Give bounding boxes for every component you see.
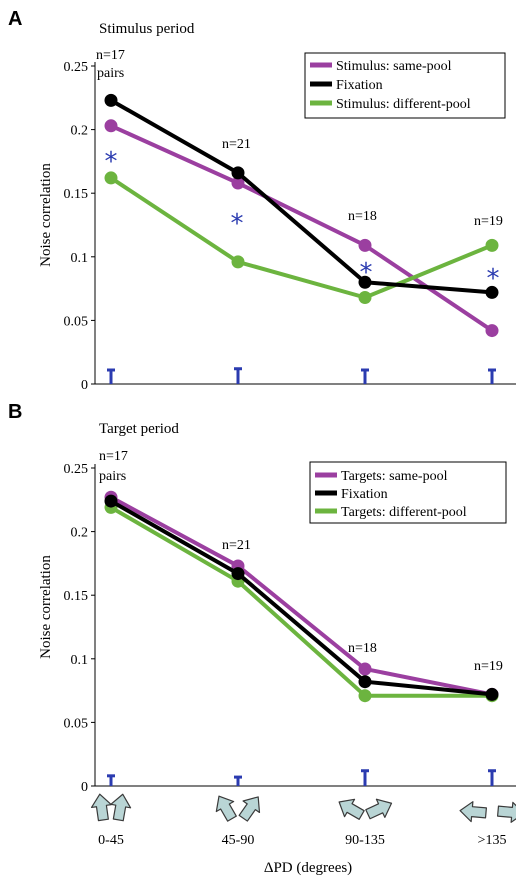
category-icons bbox=[90, 793, 516, 823]
data-point bbox=[358, 291, 372, 305]
category-icon-pair bbox=[90, 793, 132, 822]
y-tick-label: 0 bbox=[81, 378, 88, 393]
legend-box bbox=[309, 461, 507, 524]
y-axis-label: Noise correlation bbox=[38, 555, 54, 659]
series-line-fixation bbox=[110, 98, 493, 295]
significance-star: * bbox=[487, 264, 500, 294]
y-tick-label: 0 bbox=[81, 780, 88, 795]
n-label: n=18 bbox=[348, 209, 377, 224]
y-tick-label: 0.25 bbox=[64, 60, 89, 75]
data-point bbox=[231, 567, 245, 581]
direction-arrow-icon bbox=[365, 798, 393, 820]
data-point bbox=[485, 285, 499, 299]
category-label: 90-135 bbox=[345, 833, 385, 848]
data-point bbox=[231, 166, 245, 180]
direction-arrow-icon bbox=[497, 801, 516, 823]
legend-entry: Stimulus: different-pool bbox=[336, 97, 471, 112]
panel-b: B Target period Noise correlation 0 0.05… bbox=[8, 401, 516, 795]
significance-star: * bbox=[360, 258, 373, 288]
direction-arrow-icon bbox=[215, 795, 237, 822]
series-line-different-pool bbox=[109, 505, 492, 698]
n-label: n=17 bbox=[99, 449, 128, 464]
category-icon-pair bbox=[459, 801, 516, 823]
y-tick-label: 0.2 bbox=[71, 124, 89, 139]
data-point bbox=[104, 93, 118, 107]
x-axis-label: ΔPD (degrees) bbox=[264, 860, 352, 876]
n-label: n=21 bbox=[222, 538, 251, 553]
legend-entry: Fixation bbox=[341, 487, 388, 502]
y-tick-label: 0.15 bbox=[64, 589, 89, 604]
n-label: pairs bbox=[99, 469, 126, 484]
n-label: n=17 bbox=[96, 48, 125, 63]
panel-title: Stimulus period bbox=[99, 21, 195, 37]
panel-a: A Stimulus period Noise correlation 0 0.… bbox=[8, 8, 516, 393]
significance-star: * bbox=[231, 209, 244, 239]
panel-letter: A bbox=[8, 8, 22, 30]
significance-star: * bbox=[105, 147, 118, 177]
legend-box bbox=[304, 52, 506, 119]
series-line-fixation bbox=[110, 499, 493, 697]
n-label: n=19 bbox=[474, 659, 503, 674]
y-tick-label: 0.05 bbox=[64, 716, 89, 731]
y-tick-label: 0.25 bbox=[64, 462, 89, 477]
y-tick-label: 0.1 bbox=[71, 653, 89, 668]
category-icon-pair bbox=[215, 795, 261, 822]
series-line-same-pool bbox=[110, 495, 493, 697]
legend-entry: Targets: different-pool bbox=[341, 505, 467, 520]
y-tick-label: 0.05 bbox=[64, 314, 89, 329]
panel-title: Target period bbox=[99, 421, 179, 437]
data-point bbox=[485, 687, 499, 701]
data-point bbox=[231, 176, 245, 190]
legend-entry: Fixation bbox=[336, 78, 383, 93]
category-label: >135 bbox=[478, 833, 507, 848]
y-tick-labels: 0 0.05 0.1 0.15 0.2 0.25 bbox=[64, 462, 89, 795]
y-tick-label: 0.1 bbox=[71, 251, 89, 266]
category-icon-pair bbox=[338, 798, 393, 820]
data-point bbox=[485, 324, 499, 338]
legend: Targets: same-pool Fixation Targets: dif… bbox=[309, 461, 507, 524]
n-labels: n=17 pairs n=21 n=18 n=19 bbox=[99, 449, 503, 674]
panel-letter: B bbox=[8, 401, 22, 423]
y-tick-labels: 0 0.05 0.1 0.15 0.2 0.25 bbox=[64, 60, 89, 393]
legend-entry: Stimulus: same-pool bbox=[336, 59, 452, 74]
direction-arrow-icon bbox=[459, 801, 487, 823]
data-point bbox=[485, 238, 499, 252]
data-point bbox=[104, 494, 118, 508]
n-label: n=18 bbox=[348, 641, 377, 656]
category-label: 0-45 bbox=[98, 833, 124, 848]
n-label: n=21 bbox=[222, 137, 251, 152]
n-label: pairs bbox=[97, 66, 124, 81]
n-label: n=19 bbox=[474, 214, 503, 229]
legend-entry: Targets: same-pool bbox=[341, 469, 448, 484]
direction-arrow-icon bbox=[338, 798, 365, 820]
series-line-different-pool bbox=[109, 176, 493, 300]
category-labels: 0-45 45-90 90-135 >135 bbox=[98, 833, 506, 848]
direction-arrow-icon bbox=[238, 796, 261, 822]
y-axis-label: Noise correlation bbox=[38, 163, 54, 267]
significance-stars: * * * * bbox=[105, 147, 500, 294]
data-point bbox=[358, 675, 372, 689]
data-point bbox=[231, 255, 245, 269]
data-point bbox=[358, 275, 372, 289]
data-point bbox=[104, 171, 118, 185]
n-labels: n=17 pairs n=21 n=18 n=19 bbox=[96, 48, 503, 229]
data-point bbox=[358, 689, 372, 703]
legend: Stimulus: same-pool Fixation Stimulus: d… bbox=[304, 52, 506, 119]
y-tick-label: 0.15 bbox=[64, 187, 89, 202]
data-point bbox=[358, 238, 372, 252]
y-tick-label: 0.2 bbox=[71, 526, 89, 541]
direction-arrow-icon bbox=[90, 793, 112, 822]
data-point bbox=[104, 119, 118, 133]
direction-arrow-icon bbox=[110, 793, 132, 822]
data-point bbox=[358, 662, 372, 676]
category-label: 45-90 bbox=[222, 833, 255, 848]
